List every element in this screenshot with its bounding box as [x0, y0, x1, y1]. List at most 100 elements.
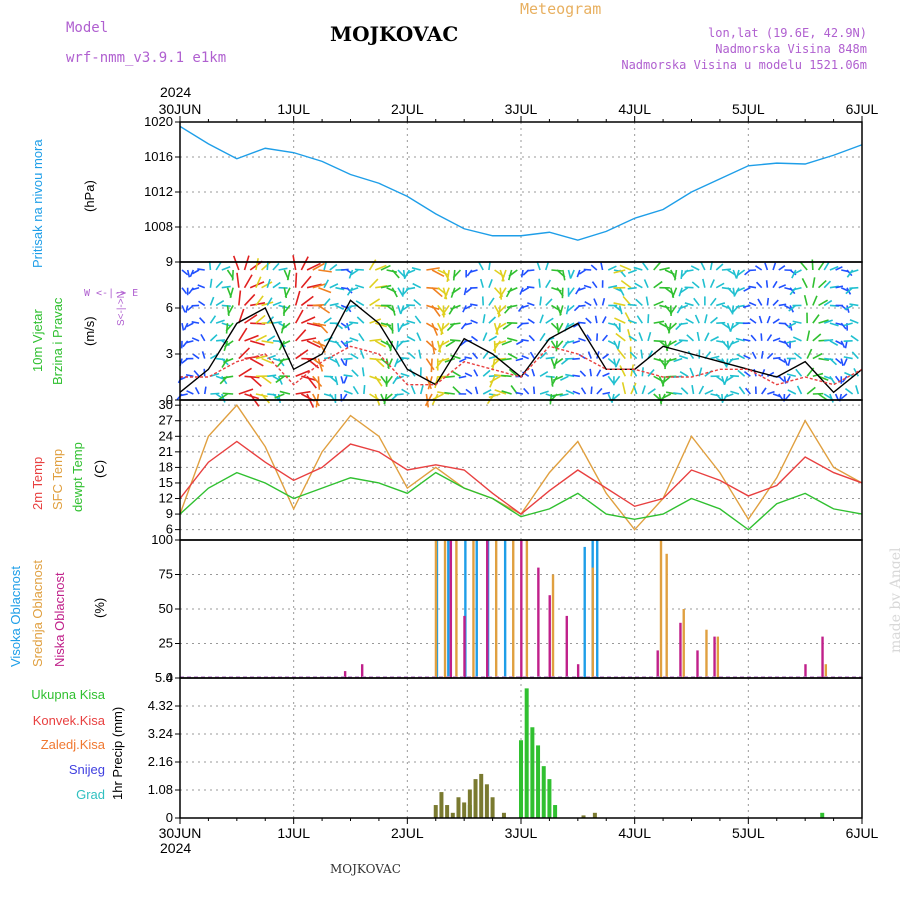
wind-vector: [784, 304, 792, 310]
wind-vector: [209, 296, 215, 306]
wind-vector: [704, 332, 710, 342]
wind-vector: [725, 375, 734, 382]
wind-vector: [586, 334, 592, 342]
wind-vector: [391, 269, 400, 279]
wind-vector: [236, 272, 240, 288]
wind-vector: [425, 340, 437, 351]
wind-vector: [619, 365, 627, 377]
wind-vector: [559, 393, 569, 397]
wind-vector: [613, 322, 621, 331]
wind-vector: [229, 287, 234, 299]
wind-vector: [715, 375, 724, 383]
wind-vector: [515, 357, 524, 362]
wind-vector: [464, 304, 473, 310]
wind-vector: [521, 338, 529, 342]
wind-vector: [736, 269, 746, 277]
wind-vector: [369, 298, 381, 307]
wind-vector: [407, 351, 416, 360]
wind-vector: [317, 322, 329, 334]
wind-vector: [539, 314, 544, 324]
wind-vector: [835, 266, 843, 271]
wind-vector: [351, 369, 359, 377]
wind-vector: [199, 317, 206, 324]
wind-vector: [843, 322, 853, 327]
wind-vector: [414, 315, 422, 324]
wind-vector: [553, 357, 564, 366]
wind-vector: [721, 376, 726, 386]
wind-vector: [702, 278, 706, 288]
wind-vector: [849, 286, 859, 290]
wind-gust-line: [180, 345, 863, 386]
x-tick-label-top: 30JUN: [159, 101, 202, 117]
wind-vector: [613, 304, 622, 312]
y-tick-label: 25: [159, 636, 173, 651]
wind-vector: [295, 369, 310, 378]
total-precip-bar: [541, 766, 546, 818]
wind-vector: [444, 357, 456, 363]
legend-freezing: Zaledj.Kisa: [40, 737, 105, 752]
wind-vector: [189, 269, 195, 278]
wind-vector: [329, 375, 338, 383]
wind-vector: [569, 269, 575, 279]
wind-vector: [181, 305, 186, 313]
wind-vector: [850, 335, 859, 342]
wind-vector: [607, 375, 615, 384]
wind-vector: [613, 269, 626, 274]
wind-vector: [721, 393, 724, 404]
wind-vector: [521, 287, 530, 293]
wind-vector: [751, 351, 757, 359]
elevation-text: Nadmorska Visina 848m: [715, 42, 867, 56]
conv-precip-bar: [433, 805, 438, 818]
wind-vector: [261, 340, 274, 344]
wind-vector: [829, 375, 836, 385]
wind-vector: [278, 267, 288, 271]
wind-vector: [278, 304, 288, 309]
wind-vector: [536, 261, 541, 271]
wind-vector: [418, 349, 422, 359]
wind-vector: [731, 322, 740, 329]
wind-vector: [185, 305, 189, 313]
wind-vector: [731, 305, 735, 315]
wind-vector: [618, 287, 625, 297]
wind-vector: [261, 281, 273, 289]
wind-vector: [840, 358, 844, 367]
wind-vector: [632, 385, 638, 395]
wind-vector: [482, 332, 488, 342]
wind-vector: [680, 269, 683, 280]
wind-vector: [191, 321, 200, 324]
wind-vector: [255, 295, 264, 306]
y-tick-label: 30: [159, 397, 173, 412]
mid-cloud-bar: [434, 540, 438, 678]
wind-vector: [501, 357, 512, 362]
wind-vector: [470, 269, 478, 273]
wind-vector: [358, 332, 365, 342]
wind-vector: [630, 382, 637, 395]
wind-vector: [317, 304, 331, 314]
wind-vector: [412, 282, 422, 289]
wind-vector: [369, 338, 382, 342]
wind-vector: [617, 340, 621, 350]
wind-vector: [783, 322, 791, 329]
wind-vector: [249, 340, 265, 346]
wind-vector: [197, 284, 206, 289]
wind-vector: [698, 385, 705, 395]
wind-vector: [778, 357, 786, 364]
wind-vector: [627, 286, 637, 290]
wind-vector: [437, 340, 445, 353]
y-tick-label: 1008: [144, 219, 173, 234]
wind-vector: [482, 369, 491, 377]
wind-vector: [823, 261, 830, 271]
wind-vector: [243, 274, 253, 289]
wind-vector: [451, 287, 461, 295]
high-cloud-bar: [583, 546, 586, 678]
y-tick-label: 0: [166, 670, 173, 685]
wind-vector: [300, 295, 314, 307]
wind-vector: [464, 356, 473, 360]
wind-vector: [431, 269, 445, 278]
wind-vector: [318, 286, 332, 294]
wind-vector: [224, 340, 234, 348]
wind-vector: [431, 287, 443, 298]
wind-vector: [363, 384, 366, 395]
wind-vector: [452, 269, 462, 279]
y-tick-label: 0: [166, 392, 173, 407]
